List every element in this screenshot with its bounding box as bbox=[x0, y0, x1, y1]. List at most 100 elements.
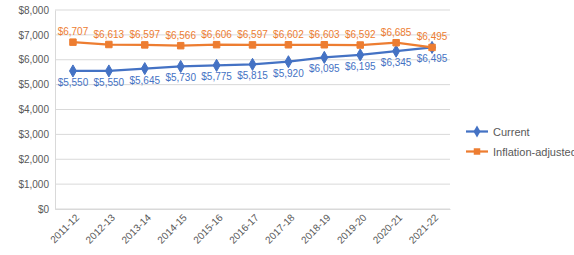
series-line bbox=[73, 42, 432, 47]
data-label: $5,730 bbox=[165, 72, 196, 83]
data-label: $6,566 bbox=[165, 30, 196, 41]
legend-item: Inflation-adjusted bbox=[466, 146, 574, 158]
y-tick-label: $6,000 bbox=[18, 54, 49, 65]
x-tick: 2019-20 bbox=[335, 212, 369, 246]
series-marker bbox=[177, 60, 184, 72]
data-label: $5,550 bbox=[58, 77, 89, 88]
data-label: $6,597 bbox=[237, 29, 268, 40]
legend: Current Inflation-adjusted bbox=[466, 125, 574, 157]
y-tick: $2,000 bbox=[18, 154, 55, 165]
data-label: $6,495 bbox=[417, 31, 448, 42]
data-label: $6,597 bbox=[129, 29, 160, 40]
series-marker bbox=[213, 59, 220, 71]
data-label: $6,606 bbox=[201, 29, 232, 40]
y-tick: $5,000 bbox=[18, 79, 55, 90]
grid-line bbox=[55, 184, 450, 185]
x-tick: 2021-22 bbox=[407, 212, 441, 246]
y-tick-label: $2,000 bbox=[18, 154, 49, 165]
data-label: $5,775 bbox=[201, 71, 232, 82]
x-tick-label: 2018-19 bbox=[299, 212, 333, 246]
data-label: $6,602 bbox=[273, 29, 304, 40]
x-tick: 2013-14 bbox=[119, 212, 153, 246]
series-marker bbox=[106, 41, 112, 47]
x-tick-label: 2014-15 bbox=[155, 212, 189, 246]
y-tick: $0 bbox=[38, 204, 55, 215]
y-tick-label: $8,000 bbox=[18, 5, 49, 16]
series-marker bbox=[321, 51, 328, 63]
series-marker bbox=[69, 65, 76, 77]
series-marker bbox=[321, 42, 327, 48]
legend-marker bbox=[474, 148, 480, 154]
x-tick-label: 2015-16 bbox=[191, 212, 225, 246]
grid bbox=[55, 10, 450, 209]
x-tick: 2011-12 bbox=[48, 212, 82, 246]
series-marker bbox=[393, 45, 400, 57]
x-tick-label: 2021-22 bbox=[407, 212, 441, 246]
legend-label: Current bbox=[493, 126, 530, 138]
x-tick: 2016-17 bbox=[227, 212, 261, 246]
series-marker bbox=[285, 42, 291, 48]
legend-item: Current bbox=[466, 125, 530, 137]
x-tick-label: 2016-17 bbox=[227, 212, 261, 246]
y-tick: $3,000 bbox=[18, 129, 55, 140]
grid-line bbox=[55, 109, 450, 110]
grid-line bbox=[55, 134, 450, 135]
data-label: $6,095 bbox=[309, 63, 340, 74]
data-label: $5,645 bbox=[129, 75, 160, 86]
x-tick-label: 2017-18 bbox=[263, 212, 297, 246]
y-tick: $1,000 bbox=[18, 179, 55, 190]
data-label: $5,920 bbox=[273, 68, 304, 79]
series-marker bbox=[141, 63, 148, 75]
x-tick-label: 2013-14 bbox=[119, 212, 153, 246]
x-axis: 2011-122012-132013-142014-152015-162016-… bbox=[48, 210, 450, 246]
series-marker bbox=[357, 49, 364, 61]
series-marker bbox=[105, 65, 112, 77]
series-marker bbox=[213, 41, 219, 47]
y-tick: $4,000 bbox=[18, 104, 55, 115]
data-label: $6,195 bbox=[345, 61, 376, 72]
x-tick: 2020-21 bbox=[371, 212, 405, 246]
x-tick-label: 2011-12 bbox=[48, 212, 82, 246]
series-marker bbox=[177, 42, 183, 48]
y-tick: $8,000 bbox=[18, 5, 55, 16]
y-axis: $0 $1,000 $2,000 $3,000 $4,000 $5,000 $6,000 $7… bbox=[18, 5, 55, 215]
data-label: $5,815 bbox=[237, 70, 268, 81]
x-tick: 2017-18 bbox=[263, 212, 297, 246]
series-marker bbox=[249, 42, 255, 48]
series-marker bbox=[142, 42, 148, 48]
series-marker bbox=[70, 39, 76, 45]
data-labels: $5,550 $5,550 $5,645 $5,730 $5,775 $5,815 $5,9… bbox=[58, 26, 448, 88]
x-tick: 2018-19 bbox=[299, 212, 333, 246]
y-tick-label: $1,000 bbox=[18, 179, 49, 190]
series-marker bbox=[429, 41, 436, 53]
series-marker bbox=[249, 58, 256, 70]
y-tick: $6,000 bbox=[18, 54, 55, 65]
x-tick-label: 2020-21 bbox=[371, 212, 405, 246]
y-axis-line bbox=[55, 11, 56, 210]
grid-line bbox=[55, 159, 450, 160]
legend-marker bbox=[474, 125, 481, 137]
grid-line bbox=[55, 10, 450, 11]
series-line bbox=[73, 47, 432, 71]
y-tick-label: $3,000 bbox=[18, 129, 49, 140]
data-label: $6,495 bbox=[417, 53, 448, 64]
y-tick-label: $4,000 bbox=[18, 104, 49, 115]
data-label: $6,592 bbox=[345, 29, 376, 40]
y-tick-label: $0 bbox=[38, 204, 50, 215]
x-tick: 2014-15 bbox=[155, 212, 189, 246]
x-tick-label: 2012-13 bbox=[83, 212, 117, 246]
x-tick: 2012-13 bbox=[83, 212, 117, 246]
y-tick: $7,000 bbox=[18, 30, 55, 41]
data-label: $5,550 bbox=[94, 77, 125, 88]
chart: $0 $1,000 $2,000 $3,000 $4,000 $5,000 $6,000 $7… bbox=[0, 0, 574, 255]
data-label: $6,603 bbox=[309, 29, 340, 40]
legend-label: Inflation-adjusted bbox=[493, 146, 574, 158]
series-marker bbox=[393, 39, 399, 45]
x-tick-label: 2019-20 bbox=[335, 212, 369, 246]
series-marker bbox=[357, 42, 363, 48]
data-label: $6,613 bbox=[94, 29, 125, 40]
data-label: $6,685 bbox=[381, 27, 412, 38]
x-tick: 2015-16 bbox=[191, 212, 225, 246]
y-tick-label: $7,000 bbox=[18, 30, 49, 41]
series-marker bbox=[429, 44, 435, 50]
